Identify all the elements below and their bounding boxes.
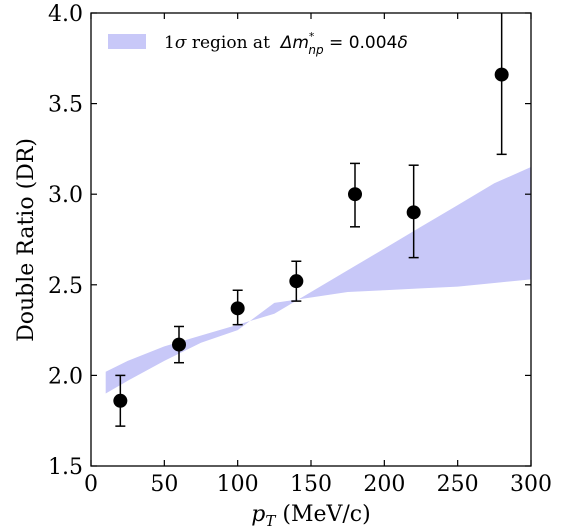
x-tick-label: 0	[84, 472, 98, 497]
data-point	[348, 187, 362, 202]
data-point	[172, 337, 186, 352]
tick-layer: 0 50 100 150 200 250 300 1.5 2.0 2.5 3.0 3.5 4.0	[48, 2, 552, 497]
confidence-band	[105, 167, 531, 394]
x-tick-label: 100	[217, 472, 259, 497]
y-tick-label: 4.0	[48, 2, 83, 27]
x-tick-label: 50	[150, 472, 178, 497]
legend-delta: δ	[397, 33, 407, 53]
legend-equals: = 0.004	[324, 33, 398, 53]
data-point	[289, 274, 304, 289]
legend-delta-m: Δm	[279, 33, 309, 53]
error-bar	[496, 13, 507, 156]
data-point	[113, 393, 128, 408]
x-tick-label: 250	[437, 472, 479, 497]
data-point	[494, 67, 509, 82]
x-axis-symbol: p	[251, 502, 265, 527]
legend-label: 1σ region at Δm* np = 0.004δ	[164, 30, 408, 57]
x-axis-subscript: T	[265, 512, 276, 529]
y-tick-label: 1.5	[48, 455, 83, 480]
legend-swatch	[108, 34, 146, 49]
legend-prefix: 1	[164, 33, 175, 53]
x-axis-title: pT (MeV/c)	[251, 502, 370, 529]
data-point	[406, 205, 421, 220]
legend-sub: np	[308, 43, 324, 57]
x-tick-label: 300	[510, 472, 552, 497]
data-point-layer	[113, 67, 509, 408]
y-axis-title: Double Ratio (DR)	[14, 138, 39, 342]
legend-sigma: σ	[175, 33, 187, 53]
y-tick-label: 2.5	[48, 274, 83, 299]
legend-middle: region at	[186, 33, 280, 53]
x-axis-unit: (MeV/c)	[282, 502, 370, 527]
confidence-band-layer	[105, 167, 531, 394]
y-tick-label: 3.0	[48, 183, 83, 208]
legend: 1σ region at Δm* np = 0.004δ	[108, 30, 408, 57]
y-tick-label: 3.5	[48, 93, 83, 118]
data-point	[230, 301, 245, 316]
legend-sup: *	[309, 30, 315, 43]
y-tick-label: 2.0	[48, 364, 83, 389]
x-tick-label: 150	[290, 472, 332, 497]
x-tick-label: 200	[363, 472, 405, 497]
